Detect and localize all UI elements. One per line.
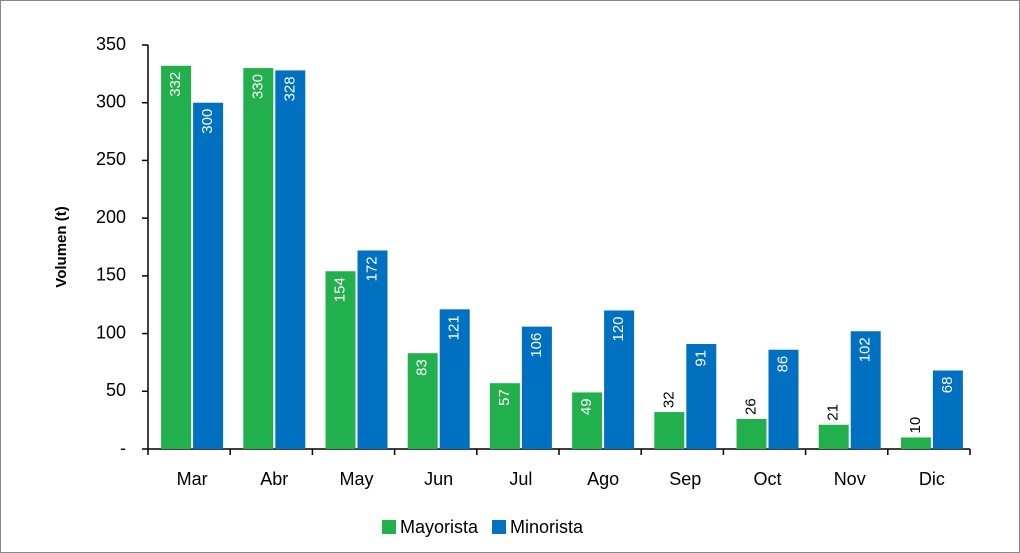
data-label: 172: [363, 256, 380, 281]
bar: [325, 271, 356, 449]
bar: [161, 65, 192, 449]
x-tick-label: Nov: [834, 469, 866, 489]
bar: [193, 102, 224, 449]
data-label: 300: [199, 109, 216, 134]
bar: [818, 424, 849, 449]
bar: [243, 68, 274, 449]
data-label: 83: [414, 359, 431, 376]
y-tick-label: 100: [96, 322, 126, 342]
bar: [768, 349, 799, 449]
y-tick-label: 150: [96, 265, 126, 285]
data-label: 121: [446, 315, 463, 340]
bar: [736, 418, 767, 449]
bar: [275, 70, 306, 449]
data-label: 102: [857, 337, 874, 362]
data-label: 68: [939, 377, 956, 394]
bar: [407, 353, 438, 449]
y-axis-label: Volumen (t): [53, 206, 70, 287]
x-tick-label: Sep: [669, 469, 701, 489]
data-label: 332: [167, 72, 184, 97]
bar: [439, 309, 470, 449]
bar: [572, 392, 603, 449]
x-tick-label: Mar: [177, 469, 208, 489]
bar: [357, 250, 388, 449]
y-tick-label: -: [120, 438, 126, 458]
x-tick-label: Dic: [919, 469, 945, 489]
x-tick-label: Ago: [587, 469, 619, 489]
data-label: 86: [774, 356, 791, 373]
legend-swatch: [382, 520, 396, 534]
x-tick-label: Jun: [424, 469, 453, 489]
y-tick-label: 200: [96, 207, 126, 227]
data-label: 154: [331, 277, 348, 302]
bar: [850, 331, 881, 449]
bar: [521, 326, 552, 449]
legend-label: Mayorista: [400, 517, 479, 537]
legend-label: Minorista: [510, 517, 584, 537]
bar: [900, 437, 931, 449]
bar: [604, 310, 635, 449]
data-label: 10: [907, 417, 924, 434]
x-tick-label: Jul: [509, 469, 532, 489]
data-label: 106: [528, 333, 545, 358]
x-tick-label: Abr: [260, 469, 288, 489]
data-label: 26: [742, 398, 759, 415]
y-tick-label: 50: [106, 380, 126, 400]
bar: [489, 383, 520, 449]
y-tick-label: 350: [96, 34, 126, 54]
data-label: 49: [578, 398, 595, 415]
x-tick-label: May: [339, 469, 373, 489]
data-label: 330: [249, 74, 266, 99]
data-label: 32: [660, 391, 677, 408]
y-tick-label: 250: [96, 149, 126, 169]
legend-swatch: [492, 520, 507, 534]
y-tick-label: 300: [96, 91, 126, 111]
bar: [654, 412, 685, 449]
data-label: 21: [825, 404, 842, 421]
bar: [932, 370, 963, 449]
data-label: 91: [692, 350, 709, 367]
data-label: 120: [610, 316, 627, 341]
data-label: 57: [496, 389, 513, 406]
bar: [686, 343, 717, 449]
x-tick-label: Oct: [753, 469, 781, 489]
data-label: 328: [281, 76, 298, 101]
